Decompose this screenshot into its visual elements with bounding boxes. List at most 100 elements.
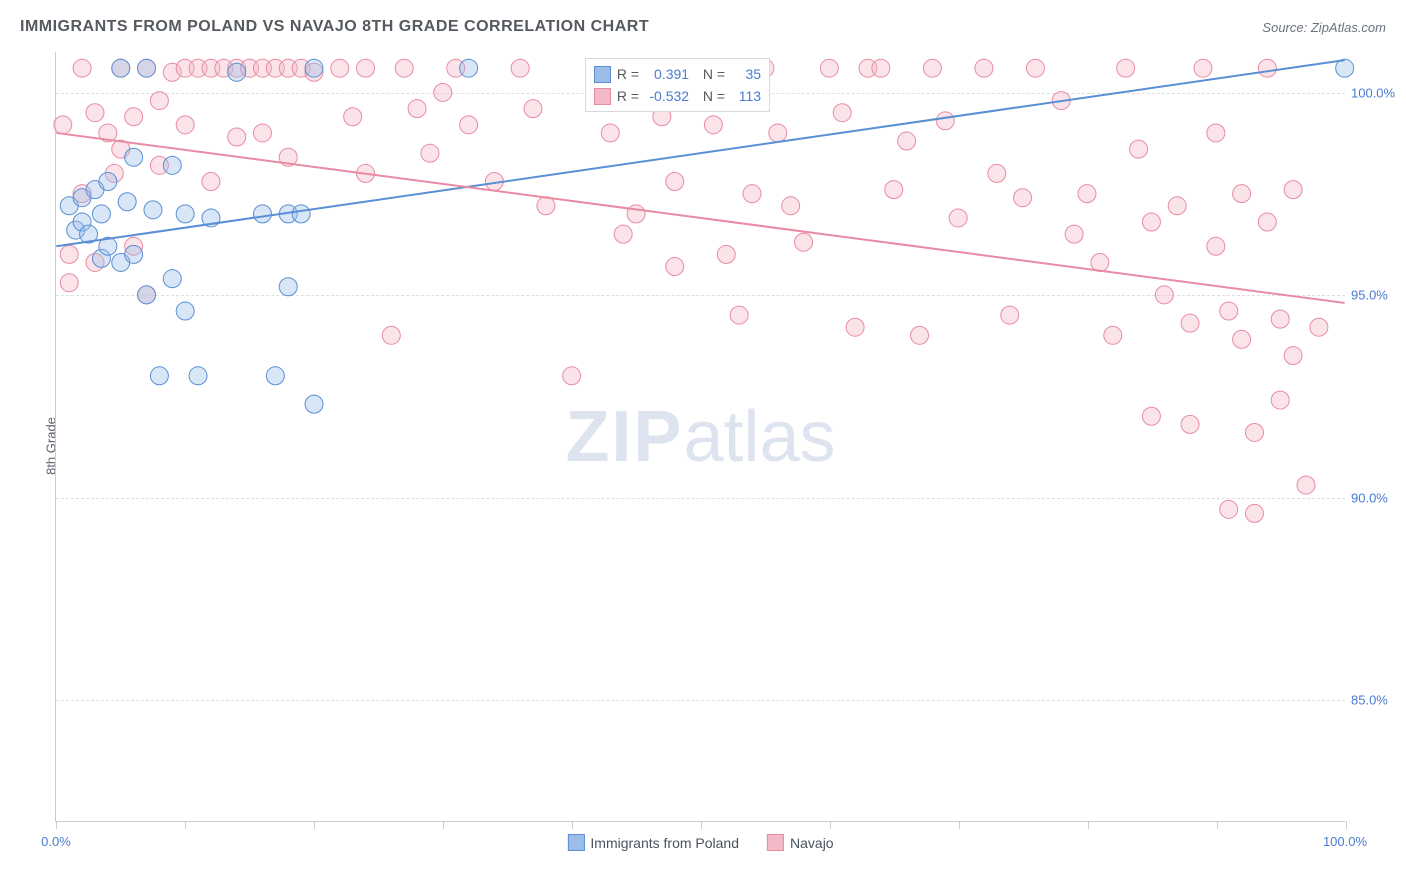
poland-point: [125, 245, 143, 263]
poland-point: [112, 59, 130, 77]
poland-point: [144, 201, 162, 219]
poland-point: [292, 205, 310, 223]
navajo-point: [769, 124, 787, 142]
navajo-point: [344, 108, 362, 126]
x-tick: [959, 821, 960, 829]
x-min-label: 0.0%: [41, 834, 71, 849]
navajo-point: [782, 197, 800, 215]
navajo-point: [1026, 59, 1044, 77]
x-axis-legend: Immigrants from Poland Navajo: [567, 834, 833, 851]
navajo-point: [60, 245, 78, 263]
poland-point: [163, 156, 181, 174]
poland-point: [253, 205, 271, 223]
chart-title: IMMIGRANTS FROM POLAND VS NAVAJO 8TH GRA…: [20, 18, 649, 36]
navajo-point: [885, 181, 903, 199]
navajo-point: [743, 185, 761, 203]
navajo-point: [1168, 197, 1186, 215]
navajo-point: [1233, 330, 1251, 348]
navajo-point: [228, 128, 246, 146]
navajo-point: [1258, 59, 1276, 77]
navajo-point: [434, 83, 452, 101]
stat-row-poland: R =0.391 N =35: [594, 63, 761, 85]
legend-item-navajo: Navajo: [767, 834, 834, 851]
navajo-point: [395, 59, 413, 77]
poland-point: [189, 367, 207, 385]
navajo-point: [923, 59, 941, 77]
navajo-point: [1181, 415, 1199, 433]
navajo-point: [936, 112, 954, 130]
poland-point: [266, 367, 284, 385]
navajo-point: [614, 225, 632, 243]
navajo-point: [408, 100, 426, 118]
navajo-legend-label: Navajo: [790, 835, 834, 851]
navajo-point: [975, 59, 993, 77]
navajo-point: [537, 197, 555, 215]
navajo-point: [150, 92, 168, 110]
navajo-point: [1014, 189, 1032, 207]
poland-point: [118, 193, 136, 211]
navajo-legend-swatch: [767, 834, 784, 851]
navajo-point: [949, 209, 967, 227]
scatter-svg: [56, 52, 1345, 821]
x-tick: [1346, 821, 1347, 829]
x-tick: [830, 821, 831, 829]
navajo-point: [1310, 318, 1328, 336]
navajo-point: [1142, 407, 1160, 425]
stat-n-label: N =: [695, 63, 725, 85]
navajo-point: [666, 173, 684, 191]
navajo-point: [601, 124, 619, 142]
navajo-point: [1245, 504, 1263, 522]
x-tick: [1088, 821, 1089, 829]
poland-point: [150, 367, 168, 385]
navajo-point: [1284, 181, 1302, 199]
stat-r-value: 0.391: [645, 63, 689, 85]
stat-r-label: R =: [617, 85, 639, 107]
x-tick: [1217, 821, 1218, 829]
navajo-point: [460, 116, 478, 134]
navajo-swatch: [594, 88, 611, 105]
x-tick: [314, 821, 315, 829]
stat-n-value: 35: [731, 63, 761, 85]
navajo-point: [1271, 310, 1289, 328]
navajo-point: [872, 59, 890, 77]
navajo-point: [1220, 302, 1238, 320]
navajo-point: [717, 245, 735, 263]
navajo-point: [1245, 423, 1263, 441]
stat-r-value: -0.532: [645, 85, 689, 107]
x-tick: [443, 821, 444, 829]
x-max-label: 100.0%: [1323, 834, 1367, 849]
navajo-point: [1078, 185, 1096, 203]
navajo-point: [666, 258, 684, 276]
navajo-point: [1207, 237, 1225, 255]
navajo-point: [833, 104, 851, 122]
correlation-stats-box: R =0.391 N =35R =-0.532 N =113: [585, 58, 770, 112]
navajo-point: [125, 108, 143, 126]
navajo-point: [846, 318, 864, 336]
poland-point: [92, 205, 110, 223]
source-label: Source:: [1262, 20, 1307, 35]
legend-item-poland: Immigrants from Poland: [567, 834, 739, 851]
x-tick: [56, 821, 57, 829]
poland-point: [176, 205, 194, 223]
navajo-point: [1181, 314, 1199, 332]
navajo-point: [54, 116, 72, 134]
y-tick-label: 85.0%: [1351, 693, 1403, 708]
poland-point: [163, 270, 181, 288]
x-tick: [572, 821, 573, 829]
navajo-point: [176, 116, 194, 134]
navajo-point: [511, 59, 529, 77]
stat-n-label: N =: [695, 85, 725, 107]
x-tick: [701, 821, 702, 829]
navajo-point: [1065, 225, 1083, 243]
navajo-point: [1297, 476, 1315, 494]
navajo-point: [1155, 286, 1173, 304]
navajo-point: [421, 144, 439, 162]
navajo-point: [704, 116, 722, 134]
poland-point: [138, 286, 156, 304]
poland-point: [99, 173, 117, 191]
navajo-point: [1001, 306, 1019, 324]
navajo-point: [1220, 500, 1238, 518]
navajo-point: [60, 274, 78, 292]
poland-point: [279, 278, 297, 296]
poland-point: [460, 59, 478, 77]
